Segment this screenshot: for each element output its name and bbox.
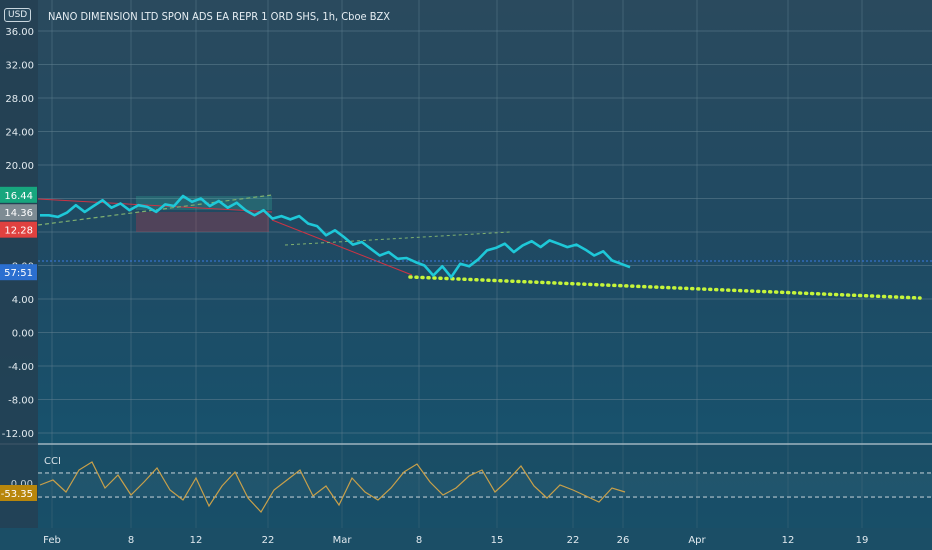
time-tick-label: 22 <box>567 535 580 546</box>
time-tick-label: 19 <box>856 535 869 546</box>
price-label-text: 57:51 <box>4 268 33 279</box>
price-tick-label: 0.00 <box>12 329 34 340</box>
cci-tick-label: 0.00 <box>11 479 33 490</box>
time-tick-label: 12 <box>782 535 795 546</box>
neckline <box>284 231 511 246</box>
price-label-text: 14.36 <box>4 208 33 219</box>
price-line <box>40 194 631 279</box>
cci-line <box>39 461 626 513</box>
time-tick-label: Feb <box>43 535 61 546</box>
drawings <box>37 194 932 300</box>
time-tick-label: 22 <box>262 535 275 546</box>
cci-value-text: -53.35 <box>1 489 33 500</box>
time-tick-label: 15 <box>491 535 504 546</box>
price-tick-label: 36.00 <box>5 27 34 38</box>
currency-badge[interactable]: USD <box>4 8 32 22</box>
price-label-text: 12.28 <box>4 226 33 237</box>
time-tick-label: 8 <box>128 535 134 546</box>
price-tick-label: -8.00 <box>8 396 34 407</box>
price-label-badge <box>0 264 37 281</box>
cci-pane-bg <box>38 445 932 528</box>
time-tick-label: 12 <box>190 535 203 546</box>
cci-pane <box>38 445 932 528</box>
price-label-badge <box>0 221 37 238</box>
price-tick-label: 24.00 <box>5 128 34 139</box>
price-label-text: 16.44 <box>4 191 33 202</box>
price-tick-label: 32.00 <box>5 61 34 72</box>
time-tick-label: 26 <box>617 535 630 546</box>
time-tick-label: 8 <box>416 535 422 546</box>
projection-trend-dots <box>408 275 922 300</box>
time-axis[interactable]: Feb 8 12 22 Mar 8 15 22 26 Apr 12 19 <box>0 528 932 550</box>
price-series <box>40 194 631 279</box>
rising-trend-line <box>37 194 273 226</box>
price-tick-label: 20.00 <box>5 161 34 172</box>
price-axis[interactable]: 36.0032.0028.0024.0020.0016.0012.008.004… <box>0 0 38 530</box>
support-zone <box>136 212 269 232</box>
cci-indicator-label[interactable]: CCI <box>44 456 61 467</box>
falling-trend-line <box>271 219 413 276</box>
price-label-badge <box>0 204 37 221</box>
chart-title: NANO DIMENSION LTD SPON ADS EA REPR 1 OR… <box>48 10 391 23</box>
cci-value-badge <box>0 485 37 501</box>
time-tick-label: Apr <box>688 535 706 546</box>
cci-band-fill <box>38 473 932 497</box>
time-axis-bg <box>0 528 932 550</box>
price-tick-label: -12.00 <box>2 429 34 440</box>
price-tick-label: -4.00 <box>8 362 34 373</box>
price-tick-label: 28.00 <box>5 94 34 105</box>
time-tick-label: Mar <box>333 535 353 546</box>
price-tick-label: 4.00 <box>12 295 34 306</box>
support-line <box>37 198 273 213</box>
price-label-badge <box>0 186 37 203</box>
